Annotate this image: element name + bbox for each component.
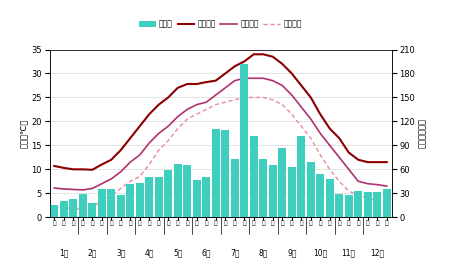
Bar [221, 130, 229, 217]
Bar [316, 174, 324, 217]
Text: 4月: 4月 [144, 248, 154, 257]
Bar [202, 177, 210, 217]
Bar [364, 192, 372, 217]
Bar [117, 195, 125, 217]
Text: 10月: 10月 [313, 248, 328, 257]
Text: 12月: 12月 [370, 248, 384, 257]
Bar [108, 189, 115, 217]
Text: 2月: 2月 [88, 248, 97, 257]
Bar [374, 192, 381, 217]
Bar [297, 136, 305, 217]
Text: 6月: 6月 [202, 248, 211, 257]
Bar [260, 159, 267, 217]
Y-axis label: 降水量（㎜）: 降水量（㎜） [418, 118, 427, 148]
Bar [155, 177, 162, 217]
Bar [193, 180, 201, 217]
Bar [269, 165, 277, 217]
Bar [240, 64, 248, 217]
Text: 3月: 3月 [116, 248, 126, 257]
Bar [383, 189, 391, 217]
Bar [355, 191, 362, 217]
Bar [279, 148, 286, 217]
Bar [145, 177, 153, 217]
Bar [184, 165, 191, 217]
Text: 5月: 5月 [173, 248, 183, 257]
Bar [335, 194, 343, 217]
Bar [60, 201, 68, 217]
Bar [212, 129, 220, 217]
Bar [89, 203, 96, 217]
Bar [231, 159, 238, 217]
Bar [126, 185, 134, 217]
Text: 1月: 1月 [59, 248, 68, 257]
Legend: 降水量, 最高気温, 平均気温, 最低気温: 降水量, 最高気温, 平均気温, 最低気温 [136, 16, 305, 32]
Y-axis label: 気温（℃）: 気温（℃） [19, 119, 28, 148]
Bar [164, 170, 172, 217]
Bar [307, 162, 315, 217]
Bar [174, 164, 181, 217]
Bar [288, 167, 296, 217]
Text: 7月: 7月 [230, 248, 239, 257]
Bar [50, 205, 58, 217]
Bar [136, 183, 144, 217]
Bar [250, 136, 257, 217]
Bar [326, 179, 333, 217]
Text: 9月: 9月 [287, 248, 297, 257]
Bar [345, 195, 352, 217]
Text: 11月: 11月 [342, 248, 356, 257]
Text: 8月: 8月 [259, 248, 268, 257]
Bar [69, 199, 77, 217]
Bar [79, 194, 86, 217]
Bar [98, 189, 106, 217]
